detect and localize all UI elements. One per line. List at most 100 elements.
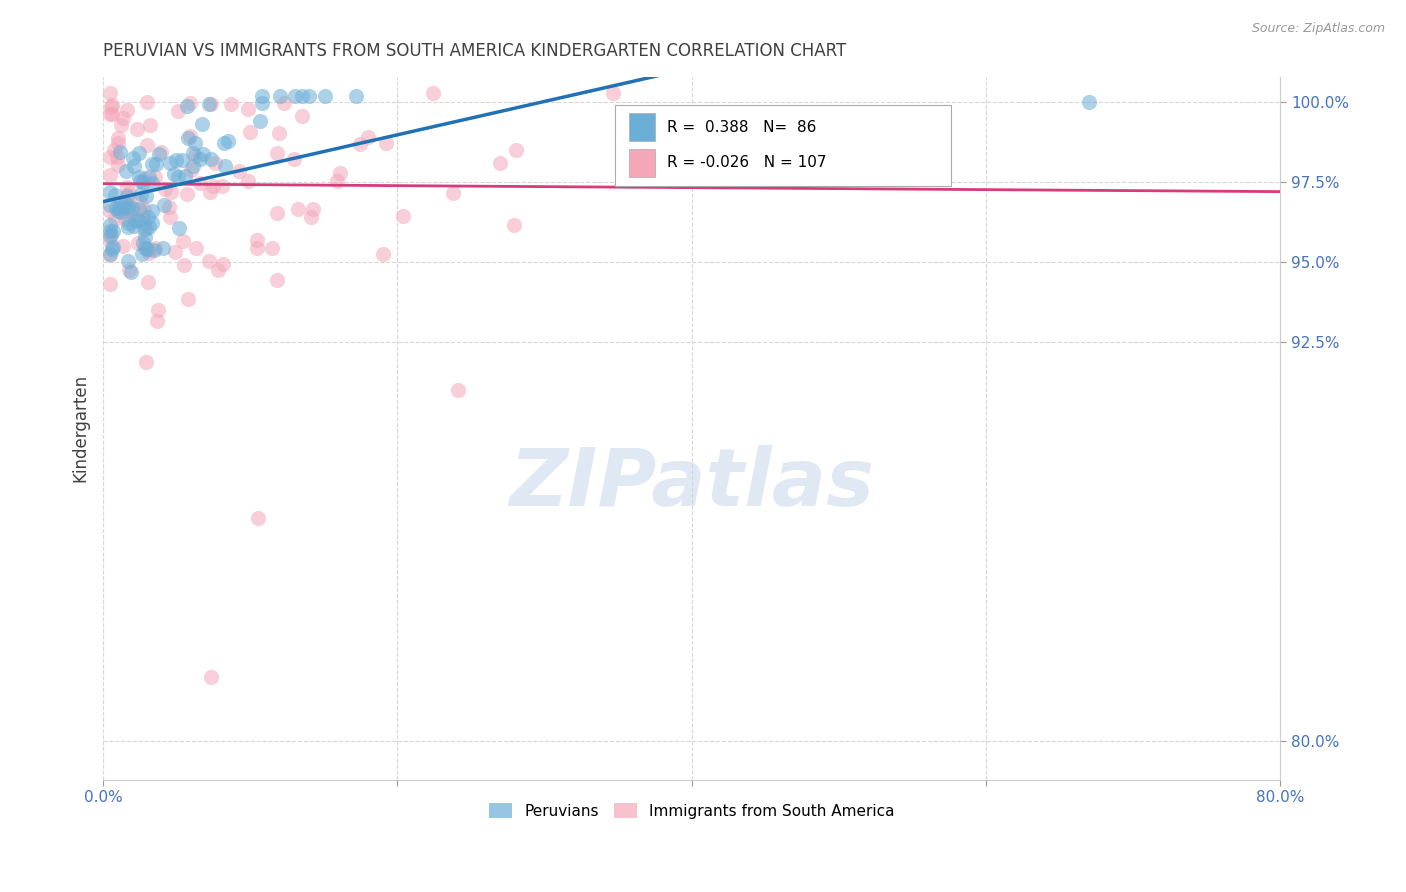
Point <box>128 145 150 160</box>
Point <box>167 169 190 184</box>
Point <box>284 88 307 103</box>
Point <box>181 145 204 160</box>
Point <box>100 227 122 241</box>
Point <box>188 176 211 190</box>
Point <box>207 263 229 277</box>
Point <box>503 218 526 232</box>
Point <box>291 109 314 123</box>
Point <box>127 213 149 227</box>
Point <box>108 202 131 216</box>
Point <box>266 206 288 220</box>
Point <box>136 137 159 152</box>
Point <box>117 253 139 268</box>
Point <box>200 185 222 199</box>
Point <box>148 147 170 161</box>
Point <box>132 235 155 250</box>
Point <box>247 510 270 524</box>
FancyBboxPatch shape <box>616 104 950 186</box>
Point <box>129 174 152 188</box>
Point <box>118 198 141 212</box>
Point <box>179 95 201 110</box>
Point <box>114 212 136 227</box>
Point <box>100 204 122 219</box>
Point <box>101 224 124 238</box>
Point <box>135 188 157 202</box>
Point <box>177 292 200 306</box>
Point <box>441 186 464 200</box>
Point <box>344 88 367 103</box>
Point <box>110 118 132 132</box>
Point <box>326 174 349 188</box>
Point <box>104 187 127 202</box>
Point <box>141 215 163 229</box>
Point <box>100 86 122 100</box>
Point <box>211 179 233 194</box>
Point <box>107 136 129 150</box>
Point <box>193 146 215 161</box>
Point <box>145 170 167 185</box>
Point <box>112 201 135 215</box>
Point <box>107 130 129 145</box>
Point <box>287 202 309 216</box>
Point <box>489 156 512 170</box>
Point <box>373 247 395 261</box>
Point <box>136 242 159 256</box>
Point <box>118 263 141 277</box>
Y-axis label: Kindergarten: Kindergarten <box>72 374 89 483</box>
Point <box>236 102 259 116</box>
Point <box>118 216 141 230</box>
Point <box>157 200 180 214</box>
Point <box>163 167 186 181</box>
Point <box>159 156 181 170</box>
Point <box>129 195 152 210</box>
Point <box>136 95 159 109</box>
Text: PERUVIAN VS IMMIGRANTS FROM SOUTH AMERICA KINDERGARTEN CORRELATION CHART: PERUVIAN VS IMMIGRANTS FROM SOUTH AMERIC… <box>103 42 846 60</box>
Point <box>122 151 145 165</box>
Point <box>349 136 371 151</box>
Point <box>246 233 269 247</box>
Point <box>329 165 352 179</box>
Point <box>112 239 135 253</box>
Point <box>134 221 156 235</box>
Point <box>291 88 314 103</box>
Point <box>100 150 122 164</box>
Point <box>177 130 200 145</box>
Point <box>422 86 444 100</box>
Point <box>302 202 325 216</box>
Point <box>252 88 274 103</box>
Point <box>170 153 193 168</box>
Point <box>101 107 124 121</box>
Text: R =  0.388   N=  86: R = 0.388 N= 86 <box>666 120 817 135</box>
Point <box>446 383 468 397</box>
Point <box>134 230 156 244</box>
Point <box>392 209 415 223</box>
Point <box>138 220 160 235</box>
Point <box>110 195 132 210</box>
Point <box>115 203 138 218</box>
Point <box>246 241 269 255</box>
Point <box>114 164 136 178</box>
Point <box>273 95 295 110</box>
Point <box>602 86 624 100</box>
Point <box>266 273 288 287</box>
Point <box>136 275 159 289</box>
Point <box>314 88 336 103</box>
Point <box>179 128 201 143</box>
Point <box>212 136 235 150</box>
Point <box>110 145 132 160</box>
Point <box>184 149 207 163</box>
Point <box>105 201 128 215</box>
Point <box>299 211 322 225</box>
Point <box>115 179 138 194</box>
Bar <box>630 113 655 142</box>
Point <box>219 96 242 111</box>
Point <box>143 243 166 257</box>
Point <box>152 241 174 255</box>
Point <box>211 257 233 271</box>
Point <box>115 189 138 203</box>
Point <box>122 219 145 233</box>
Point <box>1078 95 1101 110</box>
Point <box>267 127 290 141</box>
Point <box>138 244 160 258</box>
Point <box>100 186 122 200</box>
